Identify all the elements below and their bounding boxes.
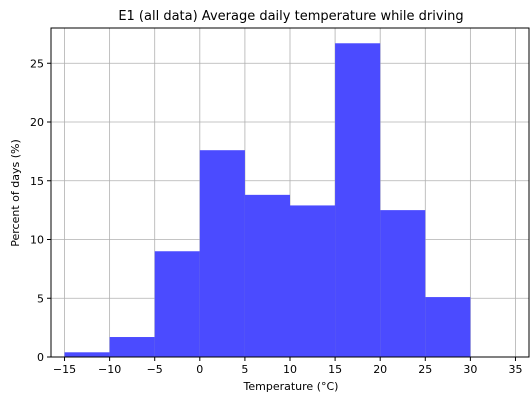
x-tick-label: 10 [283, 363, 297, 376]
x-tick-label: −5 [147, 363, 163, 376]
y-tick-label: 5 [37, 292, 44, 305]
x-tick-label: 20 [373, 363, 387, 376]
x-tick-label: 5 [241, 363, 248, 376]
x-tick-label: −15 [53, 363, 76, 376]
histogram-bar [290, 205, 336, 357]
y-tick-label: 15 [30, 175, 44, 188]
histogram-bar [380, 210, 426, 357]
x-axis-ticks: −15 −10 −5 0 5 10 15 20 25 30 35 [53, 357, 522, 376]
histogram-bars [64, 43, 471, 358]
y-tick-label: 25 [30, 57, 44, 70]
x-tick-label: −10 [98, 363, 121, 376]
y-axis-label: Percent of days (%) [9, 139, 22, 246]
x-tick-label: 30 [463, 363, 477, 376]
y-tick-label: 10 [30, 234, 44, 247]
histogram-bar [109, 337, 155, 357]
histogram-bar [64, 352, 110, 357]
histogram-bar [199, 150, 245, 357]
histogram-bar [425, 297, 471, 357]
y-tick-label: 20 [30, 116, 44, 129]
histogram-bar [335, 43, 381, 358]
histogram-bar [244, 194, 290, 357]
x-tick-label: 35 [508, 363, 522, 376]
x-tick-label: 0 [196, 363, 203, 376]
x-axis-label: Temperature (°C) [243, 380, 339, 393]
histogram-bar [154, 251, 200, 357]
x-tick-label: 25 [418, 363, 432, 376]
y-tick-label: 0 [37, 351, 44, 364]
x-tick-label: 15 [328, 363, 342, 376]
y-axis-ticks: 0 5 10 15 20 25 [30, 57, 51, 364]
chart-title: E1 (all data) Average daily temperature … [118, 9, 463, 24]
